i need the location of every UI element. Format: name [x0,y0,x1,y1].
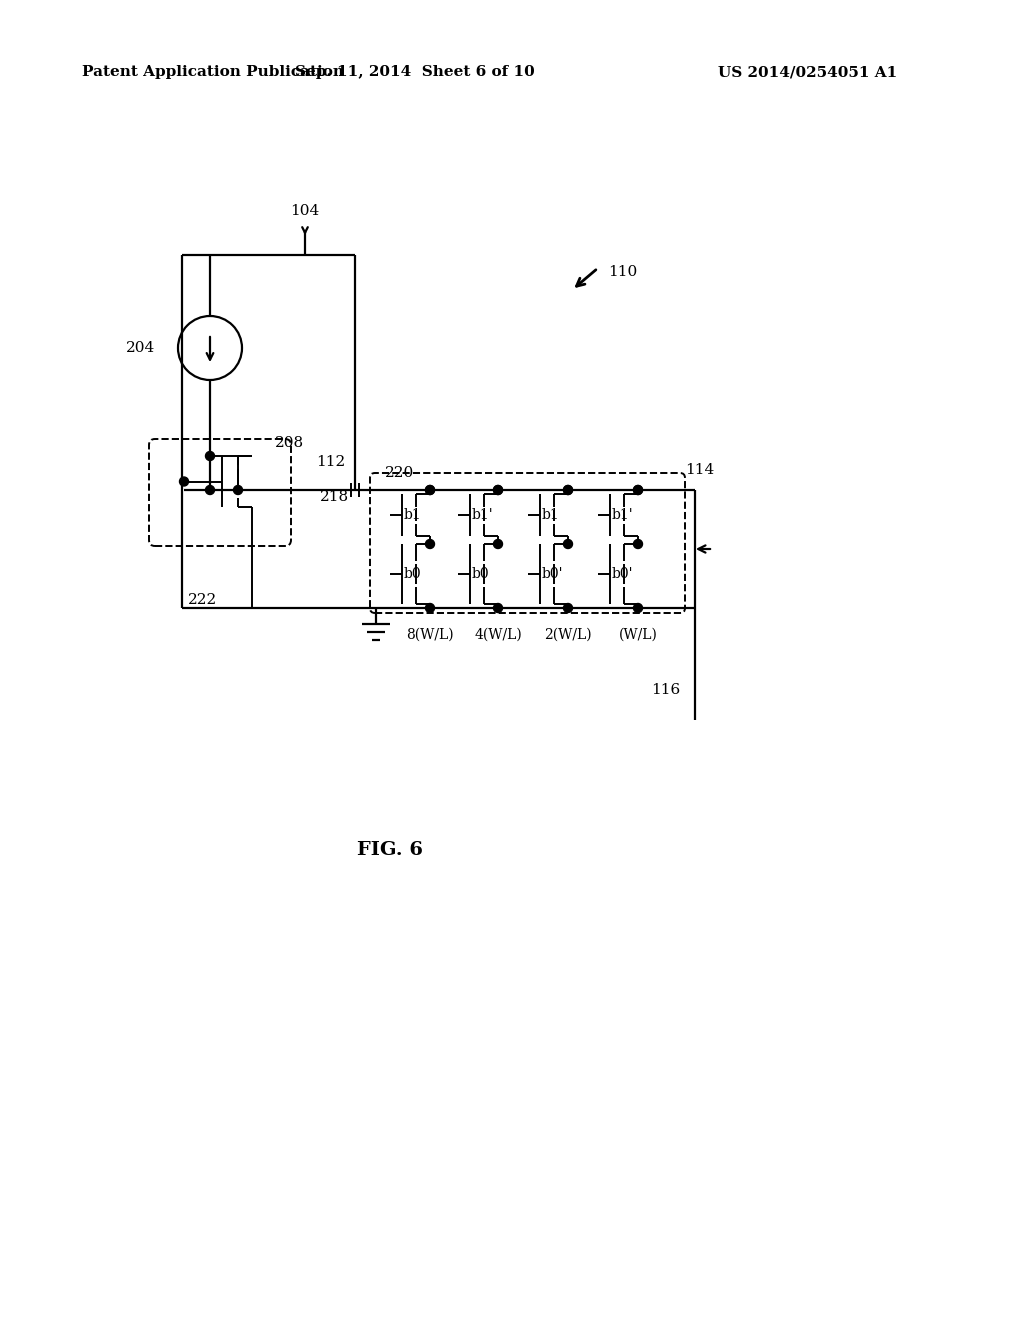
Circle shape [426,486,434,495]
Text: b0': b0' [542,568,563,581]
Text: 208: 208 [275,436,304,450]
Text: US 2014/0254051 A1: US 2014/0254051 A1 [718,65,897,79]
Circle shape [206,486,214,495]
Text: Sep. 11, 2014  Sheet 6 of 10: Sep. 11, 2014 Sheet 6 of 10 [295,65,535,79]
Text: 112: 112 [315,455,345,469]
Text: 204: 204 [126,341,155,355]
Circle shape [233,486,243,495]
Text: b1': b1' [612,508,634,521]
Circle shape [563,603,572,612]
Text: 220: 220 [385,466,415,480]
Text: Patent Application Publication: Patent Application Publication [82,65,344,79]
Text: 2(W/L): 2(W/L) [544,628,592,642]
Circle shape [563,486,572,495]
Circle shape [563,540,572,549]
Text: b0: b0 [472,568,489,581]
Circle shape [634,603,642,612]
Text: 114: 114 [685,463,715,477]
Text: 218: 218 [319,490,349,504]
Circle shape [494,540,503,549]
Circle shape [426,540,434,549]
Text: 110: 110 [608,265,637,279]
Circle shape [634,540,642,549]
Text: b0: b0 [404,568,422,581]
Text: 104: 104 [291,205,319,218]
Text: b0': b0' [612,568,634,581]
Text: 4(W/L): 4(W/L) [474,628,522,642]
Text: b1': b1' [472,508,494,521]
Circle shape [179,477,188,486]
Circle shape [494,486,503,495]
Circle shape [426,486,434,495]
Text: 116: 116 [650,682,680,697]
Circle shape [634,486,642,495]
Circle shape [206,451,214,461]
Circle shape [494,603,503,612]
Circle shape [426,603,434,612]
Text: b1: b1 [404,508,422,521]
Circle shape [494,486,503,495]
Text: 222: 222 [188,593,217,607]
Text: b1: b1 [542,508,560,521]
Circle shape [634,486,642,495]
Circle shape [563,486,572,495]
Text: 8(W/L): 8(W/L) [407,628,454,642]
Text: FIG. 6: FIG. 6 [357,841,423,859]
Text: (W/L): (W/L) [618,628,657,642]
